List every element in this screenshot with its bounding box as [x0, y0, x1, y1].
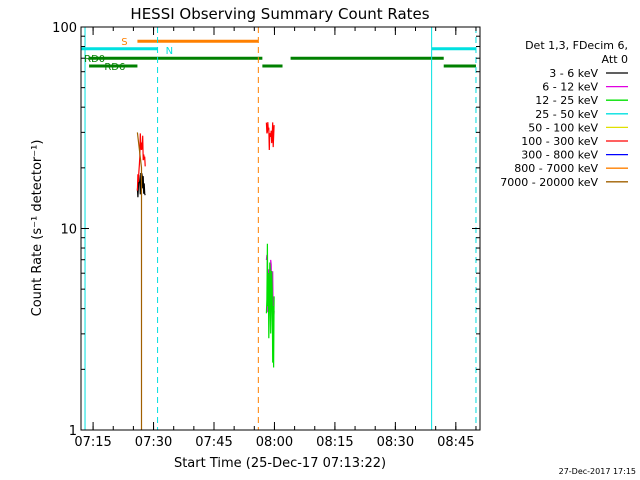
x-tick-label: 07:30: [135, 435, 172, 450]
flag-vertical-lines: [84, 27, 477, 430]
legend-label: 25 - 50 keV: [535, 108, 598, 121]
x-tick-label: 08:45: [437, 435, 474, 450]
x-tick-label: 07:15: [74, 435, 111, 450]
segment-label: RD0: [84, 54, 105, 65]
legend-label: 50 - 100 keV: [528, 121, 598, 134]
y-axis-label: Count Rate (s⁻¹ detector⁻¹): [30, 140, 45, 317]
series-100-300-kev: [136, 122, 275, 191]
plot-frame: [80, 26, 481, 431]
legend-header-line1: Det 1,3, FDecim 6,: [525, 39, 628, 52]
legend-label: 6 - 12 keV: [542, 81, 598, 94]
x-axis-label: Start Time (25-Dec-17 07:13:22): [174, 456, 386, 471]
legend-label: 3 - 6 keV: [549, 67, 598, 80]
legend-label: 300 - 800 keV: [521, 149, 598, 162]
chart-title: HESSI Observing Summary Count Rates: [130, 5, 429, 23]
y-tick-label: 1: [69, 424, 77, 439]
segment-label: N: [166, 46, 173, 57]
legend-label: 7000 - 20000 keV: [500, 176, 598, 189]
x-tick-label: 07:45: [195, 435, 232, 450]
legend-label: 12 - 25 keV: [535, 94, 598, 107]
series-12-25-kev: [265, 243, 275, 368]
x-tick-label: 08:30: [377, 435, 414, 450]
y-tick-label: 10: [60, 223, 77, 238]
data-series: [136, 122, 275, 430]
legend-header-line2: Att 0: [602, 53, 628, 66]
series-7000-20000-kev: [136, 132, 143, 430]
legend-label: 800 - 7000 keV: [514, 162, 598, 175]
segment-label: RD6: [104, 62, 125, 73]
flag-bars: [81, 39, 476, 68]
legend-label: 100 - 300 keV: [521, 135, 598, 148]
x-tick-label: 08:15: [316, 435, 353, 450]
segment-label: S: [121, 37, 127, 48]
y-tick-label: 100: [52, 21, 77, 36]
footer-timestamp: 27-Dec-2017 17:15: [559, 467, 636, 476]
axes: 07:15 07:30 07:45 08:00 08:15 08:30 08:45 1 10 10…: [52, 21, 480, 450]
x-tick-label: 08:00: [256, 435, 293, 450]
